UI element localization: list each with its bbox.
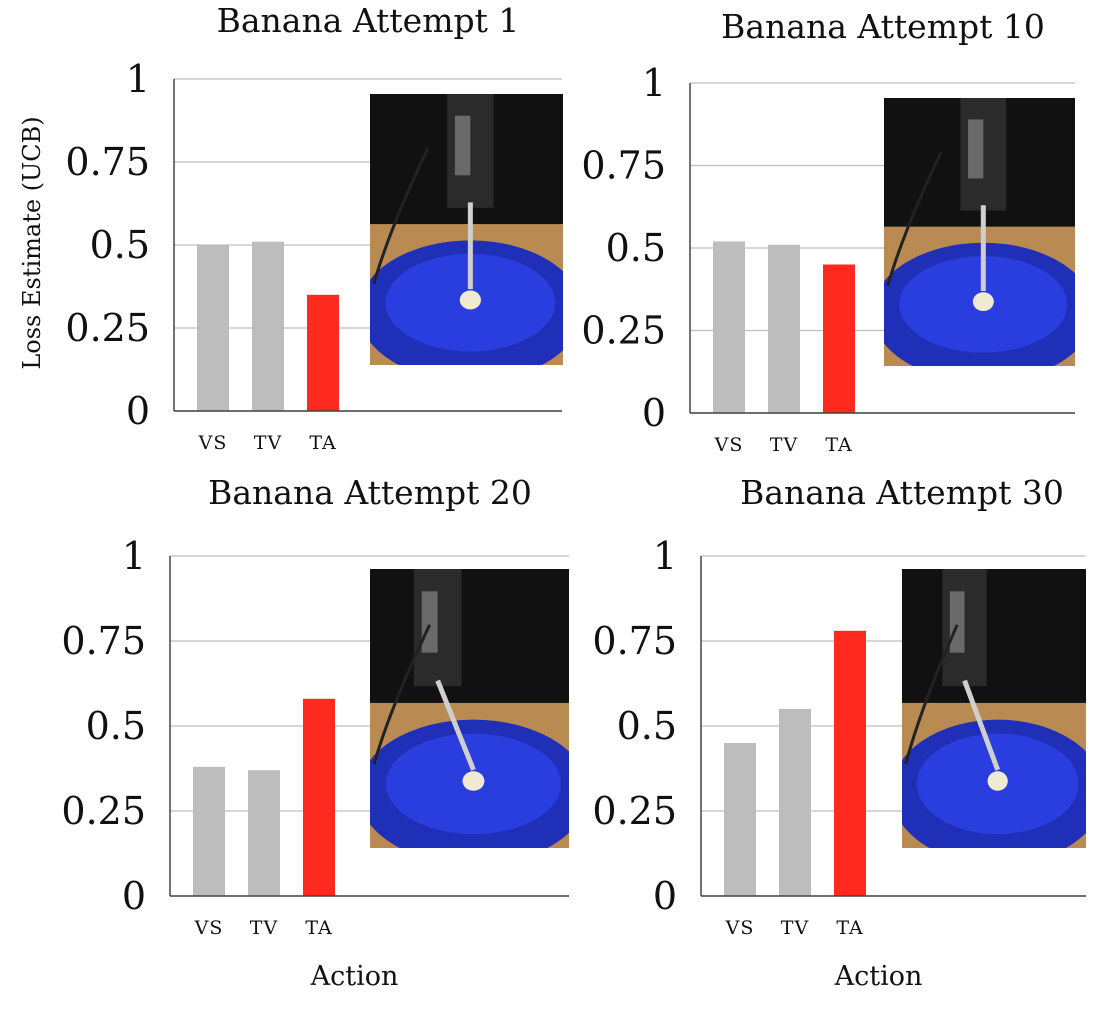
y-tick-label: 0.25 [61,789,146,833]
x-axis-label: Action [834,961,923,992]
robot-arm [960,98,1007,211]
x-tick-label: VS [725,917,755,939]
bar-ta [823,264,855,413]
y-tick-label: 1 [126,57,150,101]
cable [372,624,432,765]
x-axis-label: Action [310,961,399,992]
y-tick-label: 0.5 [617,704,677,748]
robot-photo [902,569,1086,848]
y-tick-label: 0 [653,874,677,918]
y-tick-label: 1 [122,534,146,578]
y-tick-label: 0.75 [592,619,677,663]
arm-highlight [421,591,438,653]
x-tick-label: TA [309,432,336,454]
bar-tv [779,709,811,896]
x-tick-label: TA [305,917,332,939]
robot-photo [370,94,563,365]
x-tick-label: VS [714,434,744,456]
bar-tv [768,244,800,413]
y-tick-label: 0 [126,389,150,433]
y-tick-label: 0.25 [581,309,666,353]
cable [904,624,959,765]
bar-ta [307,294,339,411]
banana-piece [459,290,481,310]
fork [962,679,1001,771]
bar-vs [197,245,229,411]
y-tick-label: 1 [642,61,666,105]
y-tick-label: 0.5 [86,704,146,748]
x-tick-label: TV [250,917,278,939]
arm-highlight [949,591,965,653]
x-tick-label: TA [825,434,852,456]
x-tick-label: TV [770,434,798,456]
y-tick-label: 0 [642,391,666,435]
y-tick-label: 0.75 [61,619,146,663]
banana-piece [987,771,1008,791]
cable [372,147,430,285]
y-tick-label: 0.75 [581,144,666,188]
chart-panel-3: 0 0.25 0.5 0.75 1 VS TV TA Banana Attempt 20 Acti… [61,473,569,992]
robot-photo [370,569,569,848]
x-tick-label: TA [836,917,863,939]
bar-vs [193,766,225,896]
y-tick-label: 0 [122,874,146,918]
x-tick-label: TV [254,432,282,454]
y-tick-label: 1 [653,534,677,578]
bar-vs [713,241,745,413]
bar-ta [303,698,335,896]
x-tick-label: VS [198,432,228,454]
fork [435,679,476,771]
x-tick-label: VS [194,917,224,939]
arm-highlight [454,115,471,176]
chart-title: Banana Attempt 30 [740,473,1064,512]
y-tick-label: 0.25 [592,789,677,833]
chart-title: Banana Attempt 10 [721,7,1045,46]
bar-ta [834,630,866,896]
y-tick-label: 0.5 [90,223,150,267]
chart-panel-4: 0 0.25 0.5 0.75 1 VS TV TA Banana Attempt 30 Acti… [592,473,1086,992]
y-axis-label: Loss Estimate (UCB) [18,116,46,369]
banana-piece [462,771,485,791]
chart-panel-1: 0 0.25 0.5 0.75 1 VS TV TA Banana Attempt 1 Loss … [18,1,563,454]
bar-tv [248,770,280,896]
y-tick-label: 0.5 [606,226,666,270]
chart-title: Banana Attempt 20 [208,473,532,512]
cable [886,150,943,287]
y-tick-label: 0.75 [65,140,150,184]
y-tick-label: 0.25 [65,306,150,350]
chart-panel-2: 0 0.25 0.5 0.75 1 VS TV TA Banana Attempt 10 [581,7,1075,456]
x-tick-label: TV [781,917,809,939]
banana-piece [972,292,994,312]
robot-photo [884,98,1075,366]
chart-title: Banana Attempt 1 [217,1,520,40]
bar-tv [252,241,284,411]
bar-vs [724,743,756,896]
arm-highlight [968,119,984,179]
